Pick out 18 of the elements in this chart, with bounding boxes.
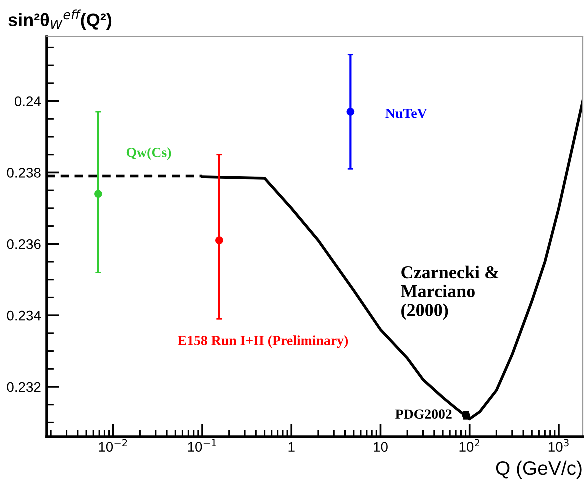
- y-tick-label: 0.236: [7, 239, 41, 250]
- y-tick-label: 0.232: [7, 382, 41, 392]
- y-tick-label: 0.234: [7, 310, 42, 321]
- y-tick-label: 0.238: [7, 168, 41, 178]
- x-tick-label: 10$^{2}$: [460, 439, 480, 452]
- x-tick-label: 10$^{−1}$: [188, 439, 216, 452]
- x-tick-label: 10$^{−2}$: [99, 439, 128, 452]
- text: Qw(Cs): [126, 148, 172, 160]
- text: E158 Run I+II (Preliminary): [178, 336, 348, 348]
- text: NuTeV: [386, 109, 428, 118]
- series-label: PDG2002: [396, 410, 452, 420]
- y-tick-label: 0.24: [14, 96, 42, 106]
- x-tick-label: 10$^{3}$: [548, 439, 569, 452]
- x-tick-label: 10: [374, 442, 388, 452]
- annotation: Czarnecki & Marciano (2000): [401, 266, 499, 320]
- x-tick-label: 1: [288, 442, 295, 452]
- chart-title: sin²θ$_{W}$$^{eff}$(Q²): [8, 10, 112, 30]
- x-axis-title: Q (GeV/c): [496, 460, 582, 480]
